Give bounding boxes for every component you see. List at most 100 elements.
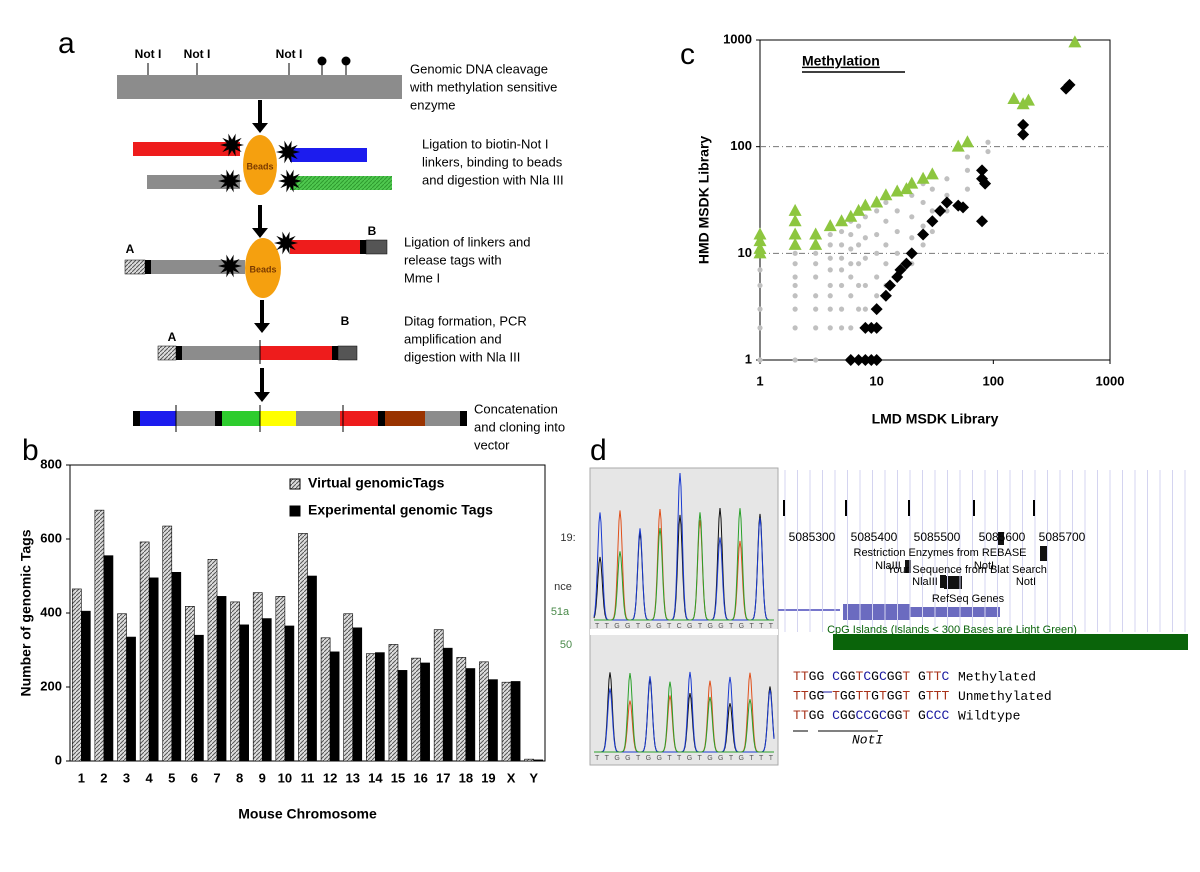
y-tick-label: 10 [738, 245, 752, 260]
y-axis-label: HMD MSDK Library [696, 136, 712, 265]
step-text: Ditag formation, PCR [404, 313, 527, 328]
y-tick-label: 200 [40, 678, 62, 693]
legend-label: Virtual genomicTags [308, 475, 445, 491]
x-tick-label: 10 [278, 770, 292, 785]
gene-exon [843, 604, 910, 620]
track-label: NotI [974, 560, 994, 572]
sequence: TTGG CGGCCGCGGT GCCC [793, 708, 949, 723]
bar [94, 509, 105, 762]
bar [216, 596, 227, 762]
site-label: Not I [184, 47, 211, 61]
panel-label: c [680, 38, 695, 71]
point [844, 209, 858, 222]
step-text: Mme I [404, 270, 440, 285]
point [1016, 97, 1030, 110]
x-tick-label: 18 [459, 770, 473, 785]
x-tick-label: 3 [123, 770, 130, 785]
point [788, 237, 802, 250]
point [827, 255, 833, 261]
diagram: Not I Not I Not I Beads Beads A B A B Genomic DNA… [117, 47, 565, 452]
point [813, 250, 819, 256]
step-text: vector [474, 437, 510, 452]
linker [365, 239, 388, 255]
linker [176, 346, 182, 360]
bar [126, 636, 136, 762]
y-axis-label: Number of genomic Tags [18, 529, 34, 696]
biotin [278, 169, 302, 193]
y-tick-label: 100 [730, 138, 752, 153]
point [1007, 91, 1021, 104]
x-tick-label: 15 [391, 770, 405, 785]
x-tick-label: 100 [982, 373, 1004, 388]
step-text: Ligation to biotin-Not I [422, 136, 548, 151]
point [753, 234, 767, 247]
point [976, 164, 989, 177]
beads-label: Beads [249, 264, 276, 274]
x-tick-label: 1 [78, 770, 85, 785]
point [905, 247, 918, 260]
step-text: with methylation sensitive [409, 79, 557, 94]
arrow-head [252, 228, 268, 238]
linker [133, 142, 240, 156]
step-text: Ligation of linkers and [404, 234, 530, 249]
point [792, 325, 798, 331]
gene-utr [910, 607, 1000, 617]
point [979, 177, 992, 190]
point [813, 325, 819, 331]
point [852, 203, 866, 216]
enzyme-site [905, 560, 911, 573]
point [920, 242, 926, 248]
point [813, 293, 819, 299]
point [874, 293, 880, 299]
point [792, 261, 798, 267]
x-tick-label: 13 [346, 770, 360, 785]
point [920, 199, 926, 206]
point [909, 235, 915, 241]
point [757, 357, 763, 363]
point [848, 246, 854, 252]
fragment [147, 175, 240, 189]
point [813, 357, 819, 363]
beads [245, 238, 281, 298]
x-tick-label: 1 [756, 373, 763, 388]
step-text: and digestion with Nla III [422, 172, 564, 187]
point [848, 231, 854, 238]
bar [352, 627, 363, 762]
point [1060, 82, 1073, 95]
x-tick-label: 12 [323, 770, 337, 785]
point [788, 214, 802, 227]
point [964, 154, 971, 160]
point [870, 195, 884, 208]
point [874, 274, 880, 280]
point [1017, 128, 1030, 141]
position: 5085600 [979, 530, 1026, 544]
point [753, 227, 767, 240]
ditag [182, 346, 260, 360]
x-axis-label: Mouse Chromosome [238, 806, 377, 822]
point [925, 167, 939, 180]
x-tick-label: 19 [481, 770, 495, 785]
bar [284, 625, 295, 762]
point [788, 203, 802, 216]
step-text: Genomic DNA cleavage [410, 61, 548, 76]
point [870, 354, 883, 366]
point [792, 357, 798, 363]
arrow-head [254, 392, 270, 402]
y-tick-label: 400 [40, 604, 62, 619]
bar [230, 601, 240, 762]
linker [145, 260, 151, 274]
point [753, 246, 767, 259]
point [916, 171, 930, 184]
fragment: 51a [551, 606, 570, 618]
plot-frame [759, 39, 1111, 361]
point [879, 289, 892, 302]
chromatogram [589, 467, 779, 766]
biotin [276, 140, 300, 164]
trace [593, 472, 774, 621]
bar [397, 670, 408, 762]
point [944, 208, 950, 214]
point [934, 204, 947, 217]
step-text: and cloning into [474, 419, 565, 434]
point [890, 184, 904, 197]
point [855, 223, 862, 229]
